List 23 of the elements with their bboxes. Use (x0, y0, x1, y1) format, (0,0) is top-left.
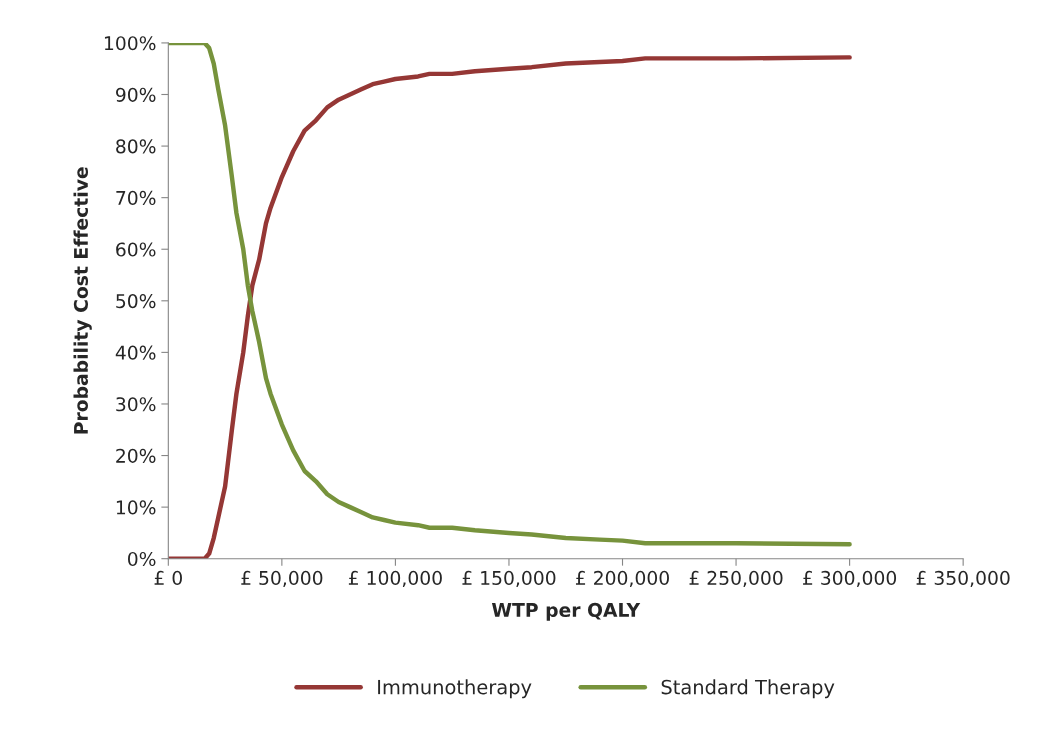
y-tick-label: 50% (116, 294, 156, 309)
x-tick-label: £ 100,000 (348, 570, 442, 587)
y-tick-label: 20% (116, 448, 156, 463)
legend-label: Standard Therapy (661, 679, 835, 699)
y-axis-title: Probability Cost Effective (73, 167, 92, 434)
x-tick-label: £ 300,000 (803, 570, 897, 587)
legend-label: Immunotherapy (378, 679, 532, 699)
x-tick-label: £ 200,000 (575, 570, 669, 587)
y-tick-label: 100% (104, 36, 156, 51)
x-tick-label: £ 0 (154, 570, 182, 586)
y-tick-label: 30% (116, 397, 156, 412)
y-tick-label: 40% (115, 345, 156, 360)
y-tick-label: 10% (116, 500, 156, 515)
y-tick-label: 60% (116, 242, 156, 257)
x-tick-label: £ 250,000 (689, 570, 783, 587)
x-axis-title: WTP per QALY (491, 602, 641, 621)
y-tick-label: 80% (116, 139, 156, 154)
y-tick-label: 90% (116, 87, 156, 102)
x-tick-label: £ 150,000 (462, 570, 556, 587)
x-tick-label: £ 50,000 (241, 570, 323, 587)
x-tick-label: £ 350,000 (916, 570, 1010, 587)
y-tick-label: 70% (116, 190, 156, 206)
y-tick-label: 0% (128, 551, 156, 567)
